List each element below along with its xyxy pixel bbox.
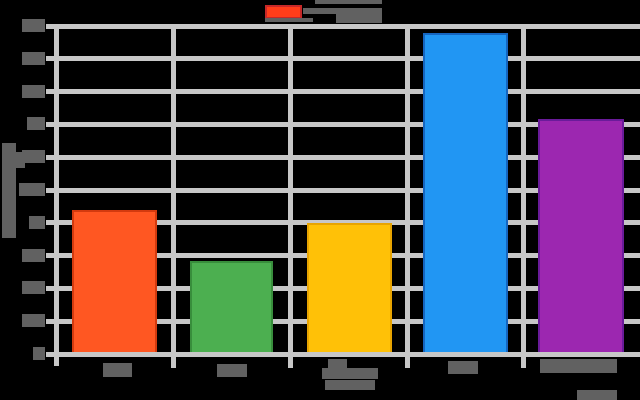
y-tick [46,220,57,226]
y-tick [46,89,57,95]
y-axis-title-placeholder [2,143,16,238]
x-tick [287,354,293,368]
x-tick-label-placeholder [448,361,478,374]
y-tick [46,351,57,357]
v-gridline [170,23,176,357]
h-gridline [57,154,640,160]
y-tick [46,318,57,324]
y-tick-label-placeholder [22,248,45,262]
h-gridline [57,23,640,29]
x-tick [170,354,176,368]
y-tick-label-placeholder [22,281,45,295]
x-tick-label-placeholder [328,359,347,368]
v-gridline [404,23,410,357]
y-axis-title-placeholder [16,152,25,168]
x-tick [520,354,526,368]
bar-category-1 [72,209,157,354]
y-tick-label-placeholder [22,150,45,164]
legend-label-placeholder [336,14,382,23]
y-tick [46,187,57,193]
y-tick-label-placeholder [29,215,45,229]
y-tick-label-placeholder [22,51,45,65]
h-gridline [57,187,640,193]
y-tick [46,154,57,160]
x-axis-title-placeholder [322,368,378,379]
h-gridline [57,121,640,127]
h-gridline [57,89,640,95]
legend-label-placeholder [303,8,382,14]
y-tick-label-placeholder [22,314,45,328]
legend-frame-placeholder [265,18,313,22]
y-tick-label-placeholder [19,183,45,196]
x-tick [404,354,410,368]
v-gridline [520,23,526,357]
y-tick [46,121,57,127]
legend-swatch [265,5,302,19]
x-tick-label-placeholder [217,364,247,377]
x-axis-title-placeholder [325,380,375,390]
y-tick-label-placeholder [22,19,45,32]
y-tick [46,56,57,62]
legend-frame-placeholder [315,0,382,4]
x-axis-line [47,352,640,357]
x-tick-label-placeholder [103,363,132,377]
y-tick-label-placeholder [33,347,45,360]
bar-category-5 [538,119,624,354]
bar-category-3 [307,222,392,354]
y-axis-line [54,24,59,366]
h-gridline [57,56,640,62]
x-tick-label-placeholder [577,390,617,400]
v-gridline [287,23,293,357]
y-tick [46,285,57,291]
bar-category-4 [423,32,508,354]
y-tick-label-placeholder [27,117,45,131]
bar-category-2 [190,260,273,354]
y-tick [46,253,57,259]
y-tick-label-placeholder [22,84,45,98]
x-tick-label-placeholder [540,359,617,373]
y-tick [46,23,57,29]
